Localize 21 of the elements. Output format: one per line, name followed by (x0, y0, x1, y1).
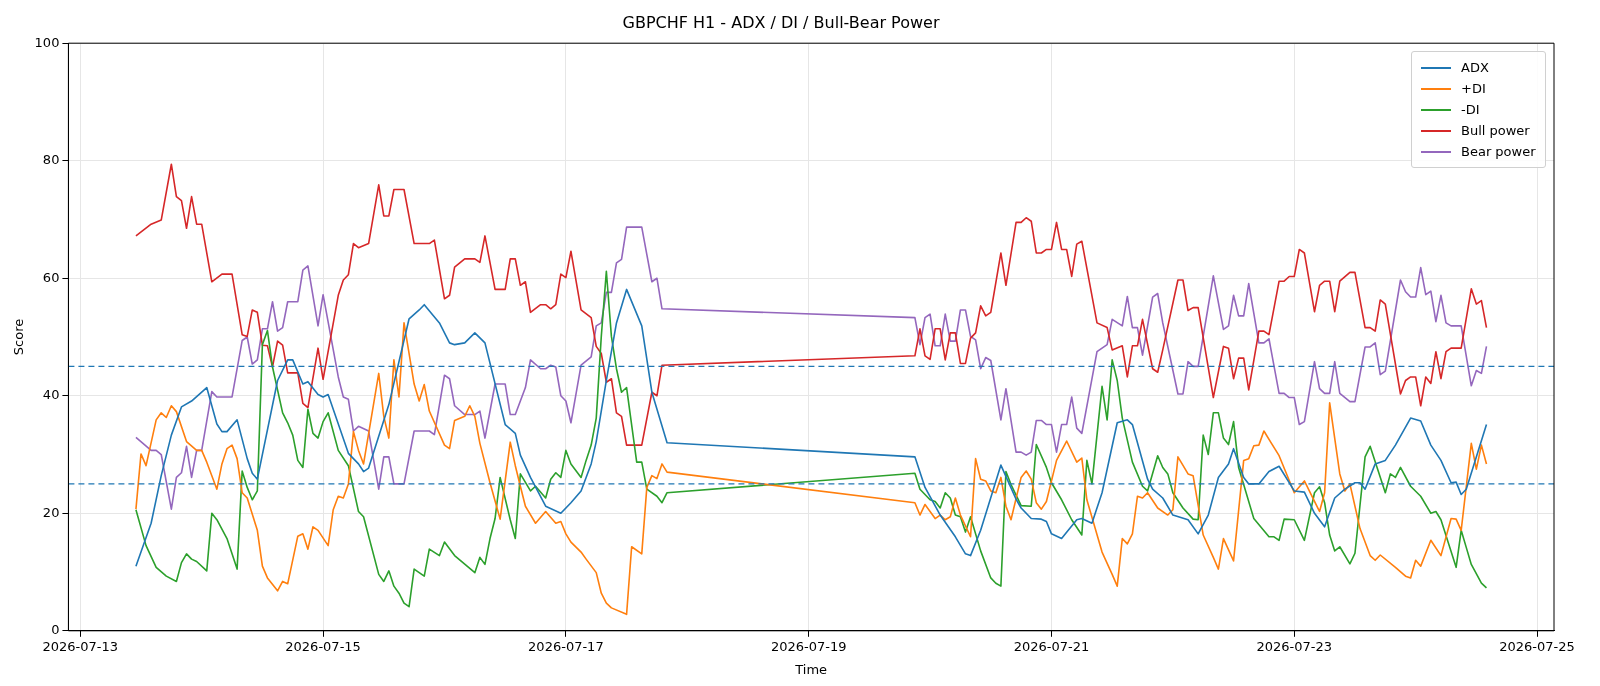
legend-label: Bear power (1461, 144, 1536, 160)
y-tick-label: 40 (42, 387, 60, 403)
x-tick-label: 2026-07-23 (1256, 638, 1333, 654)
legend-label: ADX (1461, 60, 1489, 76)
x-tick-label: 2026-07-15 (285, 638, 361, 654)
chart-title: GBPCHF H1 - ADX / DI / Bull-Bear Power (622, 12, 940, 32)
x-tick-label: 2026-07-21 (1013, 638, 1090, 654)
legend-label: -DI (1461, 102, 1480, 118)
y-tick-label: 0 (51, 622, 60, 638)
y-tick-label: 60 (42, 269, 60, 285)
x-tick-label: 2026-07-13 (42, 638, 119, 654)
x-axis-title: Time (794, 661, 828, 677)
y-tick-label: 80 (42, 152, 60, 168)
y-tick-label: 20 (42, 504, 60, 520)
legend-label: Bull power (1461, 123, 1530, 139)
x-tick-label: 2026-07-19 (770, 638, 847, 654)
y-axis-title: Score (11, 318, 27, 356)
legend-label: +DI (1461, 81, 1486, 97)
x-tick-label: 2026-07-25 (1499, 638, 1575, 654)
y-tick-label: 100 (34, 34, 60, 50)
x-tick-label: 2026-07-17 (528, 638, 604, 654)
